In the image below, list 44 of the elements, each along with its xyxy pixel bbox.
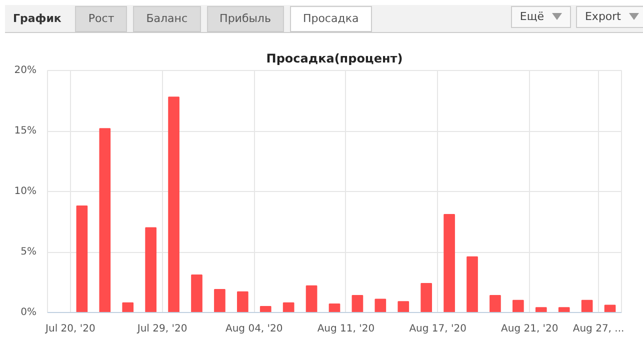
y-tick-label: 20% bbox=[14, 65, 37, 76]
bar bbox=[236, 291, 248, 312]
chart-title: Просадка(процент) bbox=[266, 52, 403, 66]
y-tick-label: 10% bbox=[14, 186, 37, 197]
bar bbox=[490, 295, 501, 312]
bar bbox=[214, 289, 226, 312]
x-tick-label: Aug 11, '20 bbox=[317, 324, 375, 334]
bar bbox=[398, 301, 410, 312]
bar bbox=[604, 304, 616, 312]
bar bbox=[535, 307, 547, 312]
bar bbox=[122, 302, 134, 312]
bar bbox=[512, 300, 524, 312]
bar bbox=[145, 227, 156, 312]
bar bbox=[374, 298, 386, 312]
bar bbox=[581, 300, 593, 312]
x-tick-label: Aug 04, '20 bbox=[226, 324, 283, 334]
bar bbox=[76, 206, 88, 312]
y-tick-label: 15% bbox=[14, 126, 37, 136]
text: Прибыль bbox=[206, 6, 284, 32]
y-tick-label: 5% bbox=[20, 246, 37, 258]
x-tick-label: Aug 21, '20 bbox=[501, 324, 558, 334]
text: Export bbox=[576, 6, 643, 28]
x-tick-label: Jul 20, '20 bbox=[44, 324, 96, 334]
bar bbox=[420, 282, 432, 312]
bar bbox=[260, 306, 272, 312]
bar bbox=[99, 128, 111, 312]
x-tick-label: Aug 17, '20 bbox=[409, 324, 466, 334]
text: Рост bbox=[75, 6, 128, 32]
text: График bbox=[13, 12, 62, 26]
bar bbox=[328, 304, 340, 312]
y-tick-label: 0% bbox=[20, 307, 37, 318]
x-tick-label: Jul 29, '20 bbox=[136, 324, 188, 334]
bar bbox=[168, 96, 180, 312]
text: Просадка bbox=[290, 6, 372, 32]
text: Баланс bbox=[133, 6, 201, 32]
bar bbox=[282, 302, 294, 312]
bar bbox=[306, 285, 318, 312]
x-tick-label: Aug 27, ... bbox=[572, 324, 624, 334]
bar bbox=[191, 274, 202, 312]
bar bbox=[466, 256, 478, 312]
bar bbox=[352, 295, 364, 312]
text: Ещё bbox=[510, 6, 571, 28]
bar bbox=[444, 214, 455, 312]
bar bbox=[558, 307, 570, 312]
